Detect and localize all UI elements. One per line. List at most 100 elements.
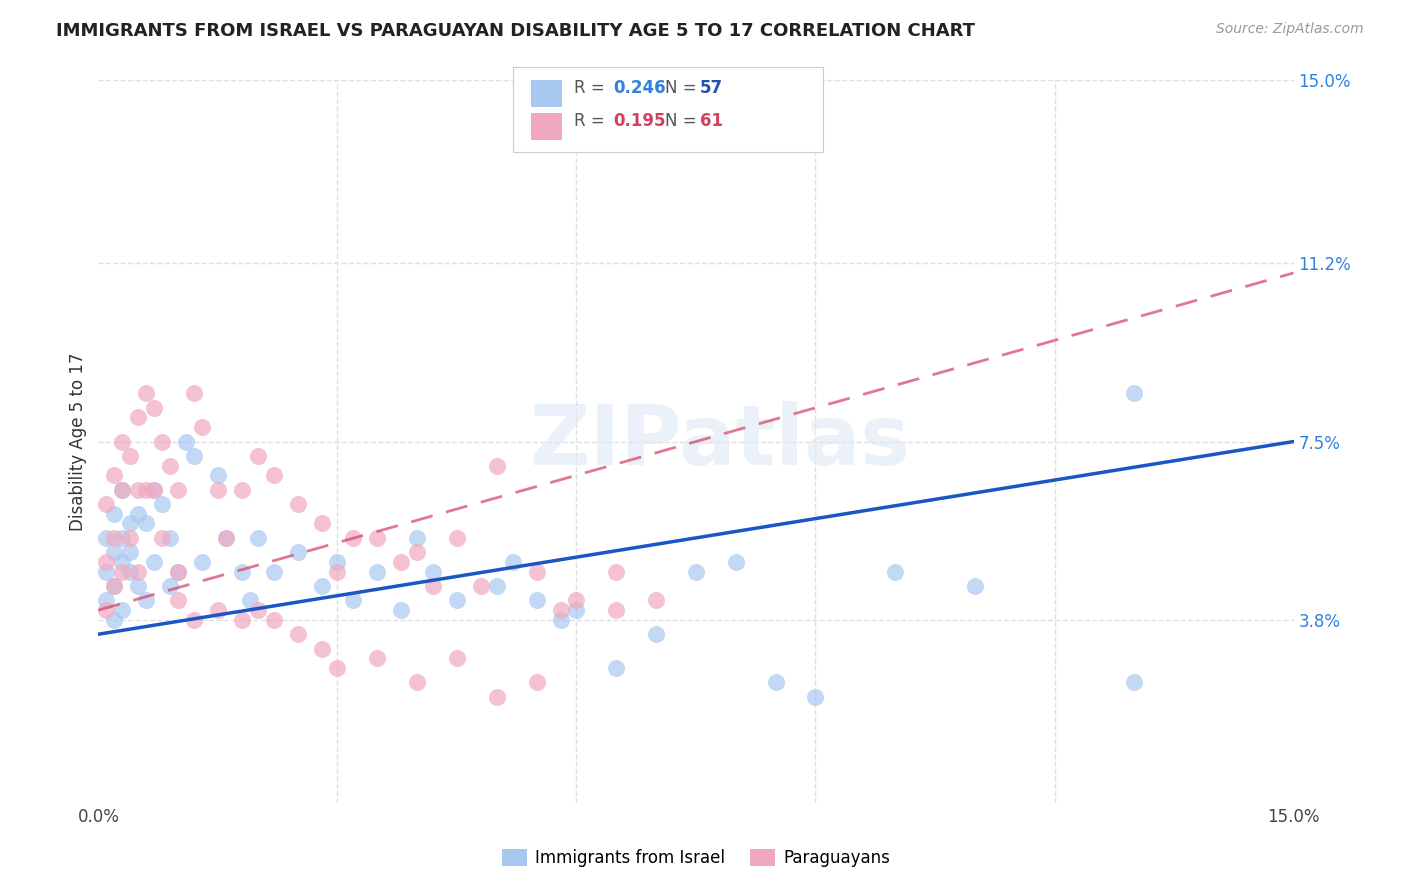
Point <box>342 531 364 545</box>
Point <box>342 593 364 607</box>
Text: ZIPatlas: ZIPatlas <box>530 401 910 482</box>
Point <box>246 603 269 617</box>
Point <box>111 483 134 497</box>
Point <box>263 565 285 579</box>
Point <box>143 483 166 497</box>
Point <box>326 565 349 579</box>
Point <box>127 507 149 521</box>
Point <box>263 468 285 483</box>
Point <box>485 690 508 704</box>
Point <box>804 690 827 704</box>
Text: 0.195: 0.195 <box>613 112 665 130</box>
Point <box>103 468 125 483</box>
Point <box>231 565 253 579</box>
Text: 61: 61 <box>700 112 723 130</box>
Point <box>96 555 118 569</box>
Point <box>120 516 142 531</box>
Point <box>135 386 157 401</box>
Point <box>406 675 429 690</box>
Point <box>446 593 468 607</box>
Point <box>167 593 190 607</box>
Point <box>159 458 181 473</box>
Point <box>183 449 205 463</box>
Point <box>191 420 214 434</box>
Point <box>884 565 907 579</box>
Point <box>127 579 149 593</box>
Point <box>565 593 588 607</box>
Point <box>111 434 134 449</box>
Point <box>246 531 269 545</box>
Point <box>111 531 134 545</box>
Point <box>422 565 444 579</box>
Point <box>311 579 333 593</box>
Point <box>135 593 157 607</box>
Point <box>326 661 349 675</box>
Point <box>526 593 548 607</box>
Point <box>103 507 125 521</box>
Point <box>207 468 229 483</box>
Text: N =: N = <box>665 79 702 97</box>
Point <box>231 483 253 497</box>
Text: N =: N = <box>665 112 702 130</box>
Text: 57: 57 <box>700 79 723 97</box>
Point <box>150 531 173 545</box>
Point <box>103 531 125 545</box>
Point <box>120 565 142 579</box>
Point <box>502 555 524 569</box>
Point <box>103 613 125 627</box>
Point <box>127 565 149 579</box>
Point <box>111 483 134 497</box>
Point <box>167 565 190 579</box>
Text: 0.246: 0.246 <box>613 79 665 97</box>
Point <box>526 675 548 690</box>
Point <box>103 579 125 593</box>
Point <box>183 386 205 401</box>
Point <box>485 579 508 593</box>
Point <box>103 545 125 559</box>
Point <box>685 565 707 579</box>
Point <box>366 565 388 579</box>
Point <box>366 531 388 545</box>
Point <box>470 579 492 593</box>
Point <box>183 613 205 627</box>
Point <box>311 516 333 531</box>
Point <box>135 516 157 531</box>
Point <box>287 497 309 511</box>
Point <box>485 458 508 473</box>
Y-axis label: Disability Age 5 to 17: Disability Age 5 to 17 <box>69 352 87 531</box>
Legend: Immigrants from Israel, Paraguayans: Immigrants from Israel, Paraguayans <box>502 848 890 867</box>
Point <box>120 449 142 463</box>
Point <box>263 613 285 627</box>
Point <box>143 555 166 569</box>
Point <box>111 565 134 579</box>
Point <box>135 483 157 497</box>
Point <box>246 449 269 463</box>
Point <box>963 579 986 593</box>
Point <box>239 593 262 607</box>
Point <box>565 603 588 617</box>
Point <box>150 434 173 449</box>
Point <box>605 661 627 675</box>
Point <box>167 483 190 497</box>
Point <box>326 555 349 569</box>
Point <box>1123 386 1146 401</box>
Point <box>526 565 548 579</box>
Point <box>174 434 197 449</box>
Point <box>311 641 333 656</box>
Text: R =: R = <box>574 79 610 97</box>
Point <box>96 603 118 617</box>
Point <box>645 593 668 607</box>
Point <box>406 531 429 545</box>
Text: IMMIGRANTS FROM ISRAEL VS PARAGUAYAN DISABILITY AGE 5 TO 17 CORRELATION CHART: IMMIGRANTS FROM ISRAEL VS PARAGUAYAN DIS… <box>56 22 976 40</box>
Text: Source: ZipAtlas.com: Source: ZipAtlas.com <box>1216 22 1364 37</box>
Point <box>96 565 118 579</box>
Point <box>127 410 149 425</box>
Point <box>159 531 181 545</box>
Point <box>207 603 229 617</box>
Point <box>103 579 125 593</box>
Point <box>191 555 214 569</box>
Point <box>111 603 134 617</box>
Point <box>287 545 309 559</box>
Point <box>231 613 253 627</box>
Point <box>389 603 412 617</box>
